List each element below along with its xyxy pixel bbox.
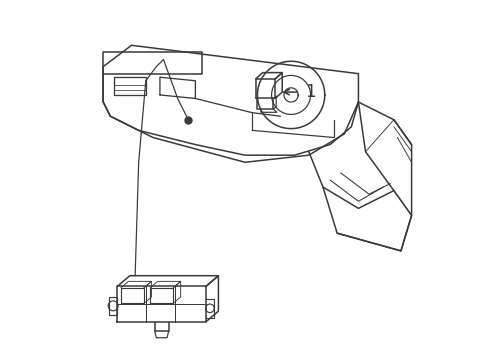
Text: 1: 1: [305, 83, 316, 101]
